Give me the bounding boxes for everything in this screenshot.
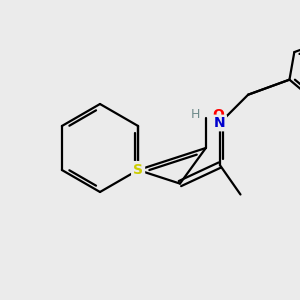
Text: S: S (133, 163, 143, 177)
Text: O: O (212, 108, 224, 122)
Text: H: H (190, 109, 200, 122)
Text: N: N (214, 116, 226, 130)
